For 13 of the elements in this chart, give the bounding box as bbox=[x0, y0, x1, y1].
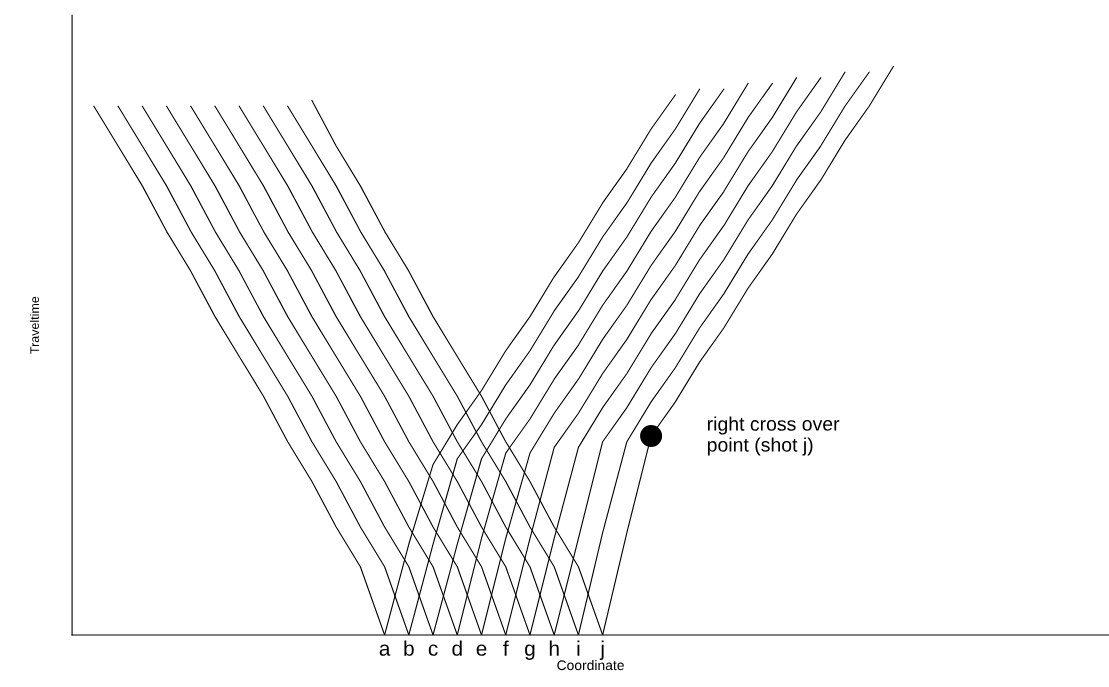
annotation: right cross over point (shot j) bbox=[707, 416, 840, 456]
x-tick-label: g bbox=[525, 644, 535, 660]
x-tick-label: d bbox=[452, 640, 462, 656]
x-axis-title: Coordinate bbox=[557, 659, 624, 671]
x-tick-label: h bbox=[549, 640, 559, 656]
x-tick-label: i bbox=[577, 640, 580, 656]
x-tick-label: e bbox=[476, 644, 487, 656]
x-tick-label: b bbox=[404, 640, 414, 656]
x-tick-label: a bbox=[379, 644, 391, 656]
y-axis-title: Traveltime bbox=[29, 296, 40, 354]
x-tick-label: f bbox=[503, 640, 509, 656]
x-tick-label: c bbox=[428, 644, 438, 656]
x-tick-label: j bbox=[599, 640, 604, 660]
